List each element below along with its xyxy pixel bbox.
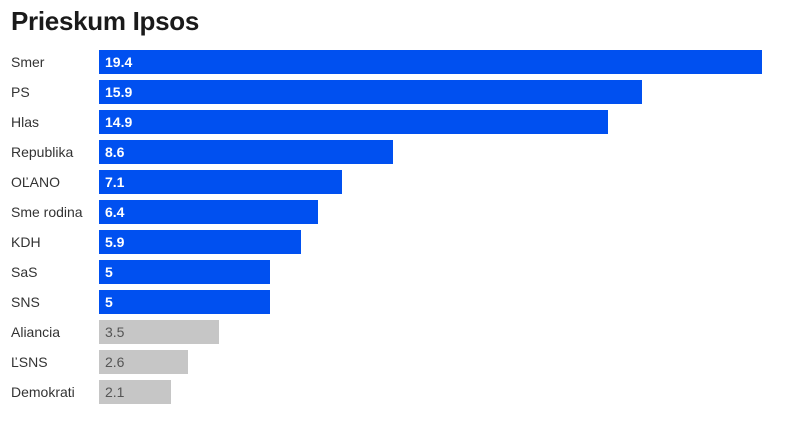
category-label: Smer (11, 54, 45, 70)
bar-row: Aliancia 3.5 (0, 320, 791, 344)
value-label: 15.9 (105, 84, 133, 100)
bar: 6.4 (99, 200, 318, 224)
category-label: ĽSNS (11, 354, 48, 370)
value-label: 5 (105, 294, 113, 310)
bar-row: Hlas 14.9 (0, 110, 791, 134)
value-label: 6.4 (105, 204, 125, 220)
value-label: 5.9 (105, 234, 125, 250)
value-label: 2.1 (105, 384, 125, 400)
bar: 5 (99, 260, 270, 284)
category-label: OĽANO (11, 174, 61, 190)
value-label: 3.5 (105, 324, 125, 340)
bar-row: OĽANO 7.1 (0, 170, 791, 194)
bar: 5.9 (99, 230, 301, 254)
value-label: 2.6 (105, 354, 125, 370)
bar-row: KDH 5.9 (0, 230, 791, 254)
bar: 5 (99, 290, 270, 314)
bar: 2.6 (99, 350, 188, 374)
category-label: SNS (11, 294, 40, 310)
bar-row: PS 15.9 (0, 80, 791, 104)
value-label: 8.6 (105, 144, 125, 160)
category-label: PS (11, 84, 30, 100)
bar-row: ĽSNS 2.6 (0, 350, 791, 374)
value-label: 7.1 (105, 174, 125, 190)
chart-title: Prieskum Ipsos (11, 6, 199, 36)
value-label: 5 (105, 264, 113, 280)
bar-row: Smer 19.4 (0, 50, 791, 74)
bar-row: SNS 5 (0, 290, 791, 314)
bar-row: SaS 5 (0, 260, 791, 284)
value-label: 19.4 (105, 54, 133, 70)
bar: 14.9 (99, 110, 608, 134)
bar-row: Republika 8.6 (0, 140, 791, 164)
category-label: KDH (11, 234, 41, 250)
value-label: 14.9 (105, 114, 133, 130)
bar-row: Sme rodina 6.4 (0, 200, 791, 224)
bar: 7.1 (99, 170, 342, 194)
category-label: Demokrati (11, 384, 75, 400)
bar: 8.6 (99, 140, 393, 164)
bar-row: Demokrati 2.1 (0, 380, 791, 404)
bar: 3.5 (99, 320, 219, 344)
category-label: Sme rodina (11, 204, 83, 220)
bar: 19.4 (99, 50, 762, 74)
category-label: SaS (11, 264, 38, 280)
category-label: Hlas (11, 114, 40, 130)
category-label: Republika (11, 144, 74, 160)
bar: 15.9 (99, 80, 642, 104)
bar: 2.1 (99, 380, 171, 404)
category-label: Aliancia (11, 324, 61, 340)
